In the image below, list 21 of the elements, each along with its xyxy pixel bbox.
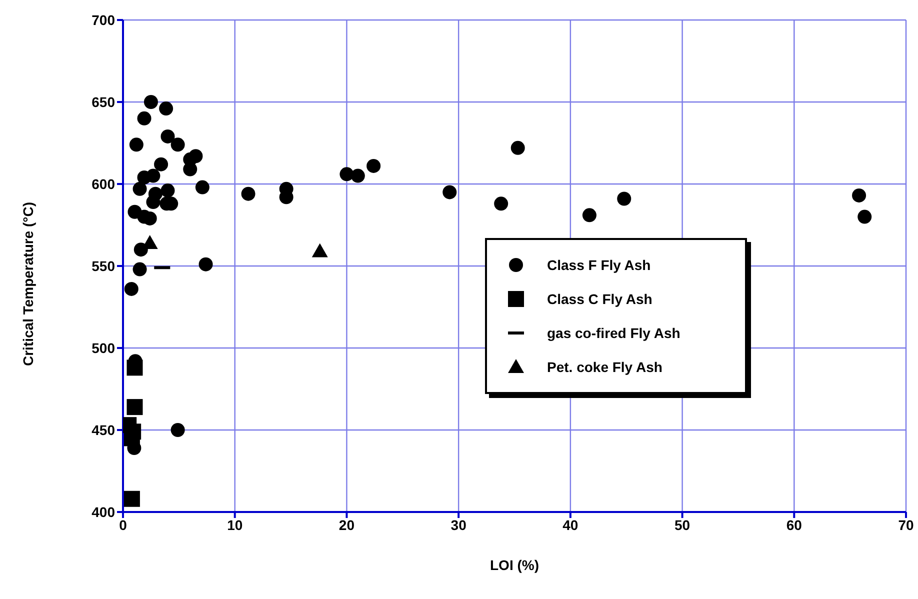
y-axis-title: Critical Temperature (°C) — [20, 202, 36, 366]
x-tick-label: 50 — [674, 516, 690, 533]
y-tick-label: 450 — [92, 422, 116, 438]
legend-label: Class C Fly Ash — [547, 291, 652, 307]
legend-label: Class F Fly Ash — [547, 257, 651, 273]
y-tick-label: 700 — [92, 12, 116, 28]
y-tick-label: 600 — [92, 176, 116, 192]
y-tick-label: 550 — [92, 258, 116, 274]
y-tick-label: 500 — [92, 340, 116, 356]
y-tick-label: 400 — [92, 504, 116, 520]
x-tick-label: 30 — [450, 516, 467, 533]
x-tick-label: 20 — [338, 516, 355, 533]
x-tick-label: 70 — [898, 516, 914, 533]
x-tick-label: 10 — [227, 516, 243, 533]
y-tick-label: 650 — [92, 94, 116, 110]
x-tick-label: 60 — [786, 516, 802, 533]
x-tick-label: 0 — [119, 516, 128, 533]
x-axis-title: LOI (%) — [490, 557, 539, 573]
legend-label: gas co-fired Fly Ash — [547, 325, 680, 341]
legend-label: Pet. coke Fly Ash — [547, 359, 662, 375]
x-tick-label: 40 — [562, 516, 578, 533]
